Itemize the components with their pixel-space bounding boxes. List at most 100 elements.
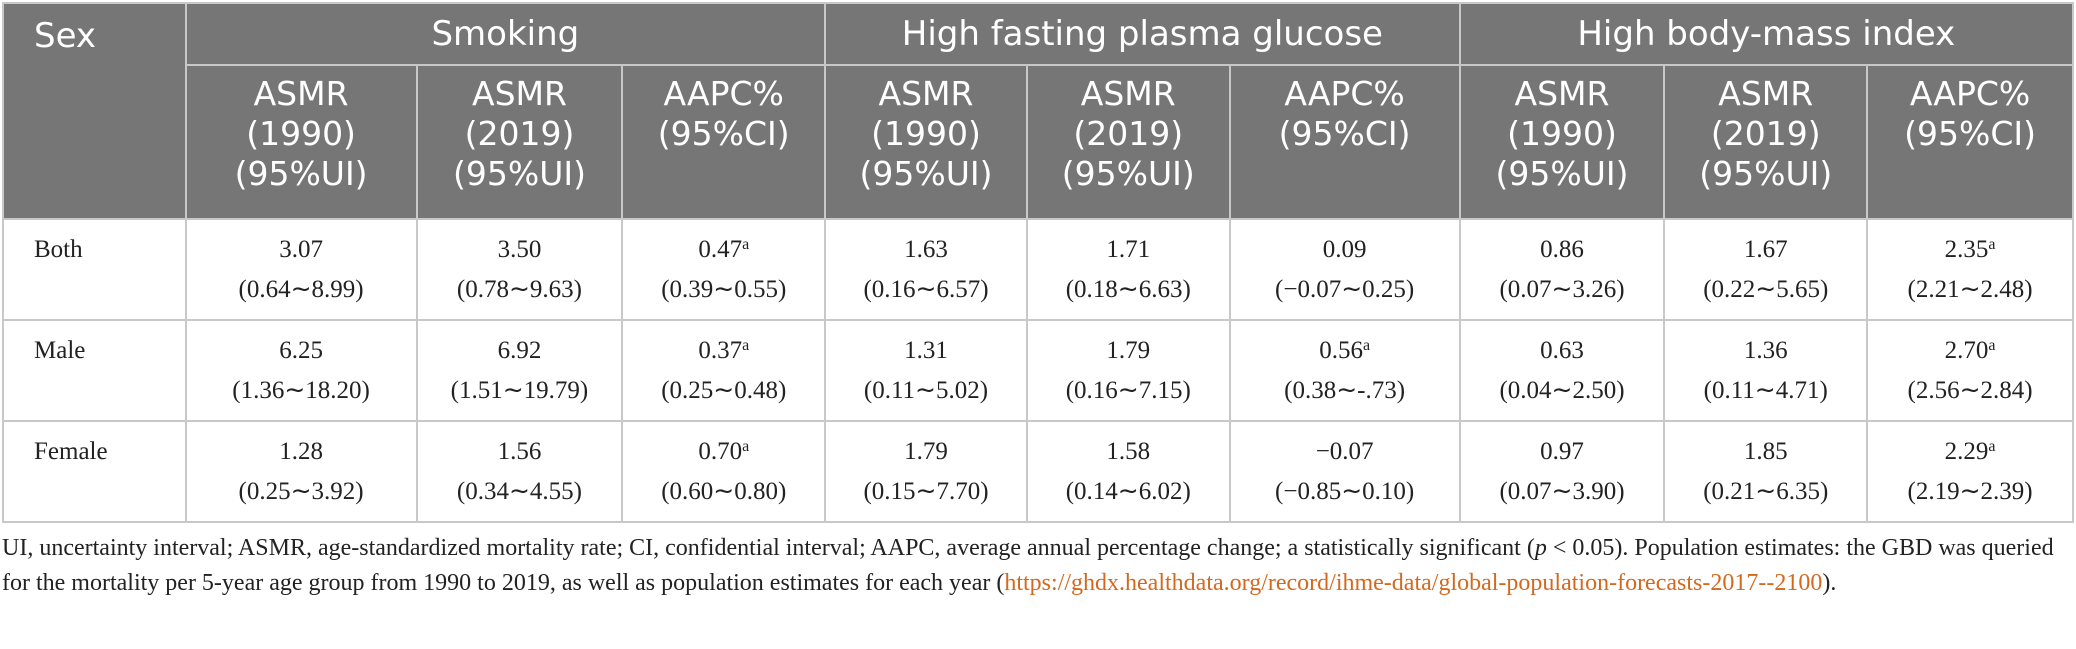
footnote-p-symbol: p — [1534, 535, 1547, 561]
cell-value: 6.92 — [497, 337, 542, 364]
cell-value: 1.28 — [279, 438, 323, 465]
table-cell: 0.56a (0.38∼-.73) — [1228, 319, 1461, 422]
cell-interval: (1.51∼19.79) — [450, 377, 589, 404]
significance-marker: a — [742, 438, 750, 455]
cell-value: 1.58 — [1106, 438, 1151, 465]
table-cell: 2.29a (2.19∼2.39) — [1866, 420, 2074, 523]
header-asmr-2019: ASMR (2019) (95%UI) — [1025, 64, 1231, 220]
header-asmr-2019: ASMR (2019) (95%UI) — [415, 64, 624, 220]
table-cell: 0.63 (0.04∼2.50) — [1458, 319, 1666, 422]
cell-interval: (0.16∼7.15) — [1065, 377, 1191, 404]
table-cell: −0.07 (−0.85∼0.10) — [1228, 420, 1461, 523]
cell-value: 0.97 — [1540, 438, 1584, 465]
cell-value: 1.71 — [1106, 236, 1151, 263]
population-forecast-link[interactable]: https://ghdx.healthdata.org/record/ihme-… — [1004, 570, 1823, 596]
cell-interval: (0.78∼9.63) — [456, 276, 583, 303]
cell-interval: (0.25∼3.92) — [238, 478, 364, 505]
header-asmr-1990: ASMR (1990) (95%UI) — [824, 64, 1028, 220]
cell-value: 0.09 — [1322, 236, 1367, 263]
cell-interval: (2.19∼2.39) — [1907, 478, 2033, 505]
table-cell: 1.79 (0.15∼7.70) — [824, 420, 1028, 523]
cell-interval: (0.11∼5.02) — [863, 377, 989, 404]
header-group-bmi: High body-mass index — [1458, 2, 2075, 66]
cell-interval: (−0.07∼0.25) — [1275, 276, 1415, 303]
footnote-text: UI, uncertainty interval; ASMR, age-stan… — [2, 535, 1535, 561]
footnote-text: < 0.05). Population estimates: the GBD w… — [2, 535, 2054, 596]
table-cell: 0.09 (−0.07∼0.25) — [1228, 218, 1461, 321]
cell-value: 1.79 — [904, 438, 948, 465]
cell-interval: (0.38∼-.73) — [1284, 377, 1406, 404]
significance-marker: a — [742, 236, 750, 253]
header-asmr-2019: ASMR (2019) (95%UI) — [1663, 64, 1869, 220]
table-cell: 0.86 (0.07∼3.26) — [1458, 218, 1666, 321]
cell-value: 0.86 — [1540, 236, 1584, 263]
row-sex-label: Both — [2, 218, 187, 321]
cell-interval: (0.16∼6.57) — [863, 276, 989, 303]
cell-interval: (0.25∼0.48) — [661, 377, 787, 404]
cell-interval: (0.04∼2.50) — [1499, 377, 1625, 404]
header-aapc: AAPC% (95%CI) — [1866, 64, 2074, 220]
table-cell: 1.58 (0.14∼6.02) — [1025, 420, 1231, 523]
table-cell: 3.50 (0.78∼9.63) — [415, 218, 624, 321]
cell-interval: (0.18∼6.63) — [1065, 276, 1191, 303]
cell-interval: (0.07∼3.26) — [1499, 276, 1625, 303]
table-container: Sex Smoking High fasting plasma glucose … — [2, 0, 2075, 601]
table-cell: 0.70a (0.60∼0.80) — [621, 420, 827, 523]
significance-marker: a — [742, 337, 750, 354]
cell-value: 0.56a — [1319, 337, 1371, 364]
cell-interval: (0.07∼3.90) — [1499, 478, 1625, 505]
cell-value: 6.25 — [279, 337, 323, 364]
table-cell: 1.28 (0.25∼3.92) — [184, 420, 418, 523]
cell-value: 0.37a — [698, 337, 750, 364]
table-row: Female 1.28 (0.25∼3.92) 1.56 (0.34∼4.55) 0.70… — [2, 420, 2074, 523]
significance-marker: a — [1988, 236, 1996, 253]
cell-value: 0.63 — [1540, 337, 1584, 364]
cell-value: 1.67 — [1743, 236, 1788, 263]
table-cell: 2.70a (2.56∼2.84) — [1866, 319, 2074, 422]
cell-value: 1.31 — [904, 337, 948, 364]
row-sex-label: Female — [2, 420, 187, 523]
cell-value: 1.85 — [1743, 438, 1788, 465]
table-row: Male 6.25 (1.36∼18.20) 6.92 (1.51∼19.79) 0.37… — [2, 319, 2074, 422]
table-footnote: UI, uncertainty interval; ASMR, age-stan… — [2, 531, 2068, 601]
cell-value: 1.36 — [1743, 337, 1788, 364]
cell-interval: (−0.85∼0.10) — [1275, 478, 1415, 505]
cell-value: 2.70a — [1944, 337, 1996, 364]
mortality-table: Sex Smoking High fasting plasma glucose … — [2, 2, 2075, 523]
cell-interval: (0.64∼8.99) — [238, 276, 364, 303]
header-sex: Sex — [2, 2, 187, 220]
cell-interval: (0.34∼4.55) — [456, 478, 583, 505]
header-aapc: AAPC% (95%CI) — [1228, 64, 1461, 220]
table-cell: 1.79 (0.16∼7.15) — [1025, 319, 1231, 422]
cell-interval: (0.11∼4.71) — [1703, 377, 1828, 404]
cell-interval: (0.39∼0.55) — [661, 276, 787, 303]
significance-marker: a — [1362, 337, 1371, 354]
table-cell: 3.07 (0.64∼8.99) — [184, 218, 418, 321]
cell-value: 2.35a — [1944, 236, 1996, 263]
header-group-smoking: Smoking — [184, 2, 827, 66]
cell-interval: (0.22∼5.65) — [1703, 276, 1829, 303]
cell-value: 1.79 — [1106, 337, 1151, 364]
cell-value: 3.07 — [279, 236, 323, 263]
table-cell: 1.36 (0.11∼4.71) — [1663, 319, 1869, 422]
table-cell: 1.63 (0.16∼6.57) — [824, 218, 1028, 321]
table-cell: 0.47a (0.39∼0.55) — [621, 218, 827, 321]
significance-marker: a — [1988, 438, 1996, 455]
table-body: Both 3.07 (0.64∼8.99) 3.50 (0.78∼9.63) 0.47a (… — [2, 218, 2074, 523]
cell-value: 1.63 — [904, 236, 948, 263]
cell-interval: (0.21∼6.35) — [1703, 478, 1829, 505]
header-asmr-1990: ASMR (1990) (95%UI) — [184, 64, 418, 220]
header-sub-row: ASMR (1990) (95%UI) ASMR (2019) (95%UI) AAPC… — [3, 64, 2074, 220]
table-header: Sex Smoking High fasting plasma glucose … — [2, 2, 2075, 220]
table-cell: 6.25 (1.36∼18.20) — [184, 319, 418, 422]
header-aapc: AAPC% (95%CI) — [621, 64, 827, 220]
cell-value: 0.47a — [698, 236, 750, 263]
table-cell: 0.97 (0.07∼3.90) — [1458, 420, 1666, 523]
cell-value: −0.07 — [1315, 438, 1374, 465]
table-cell: 6.92 (1.51∼19.79) — [415, 319, 624, 422]
header-group-row: Sex Smoking High fasting plasma glucose … — [2, 2, 2075, 220]
cell-interval: (0.15∼7.70) — [863, 478, 989, 505]
cell-interval: (1.36∼18.20) — [232, 377, 370, 404]
row-sex-label: Male — [2, 319, 187, 422]
table-cell: 1.56 (0.34∼4.55) — [415, 420, 624, 523]
